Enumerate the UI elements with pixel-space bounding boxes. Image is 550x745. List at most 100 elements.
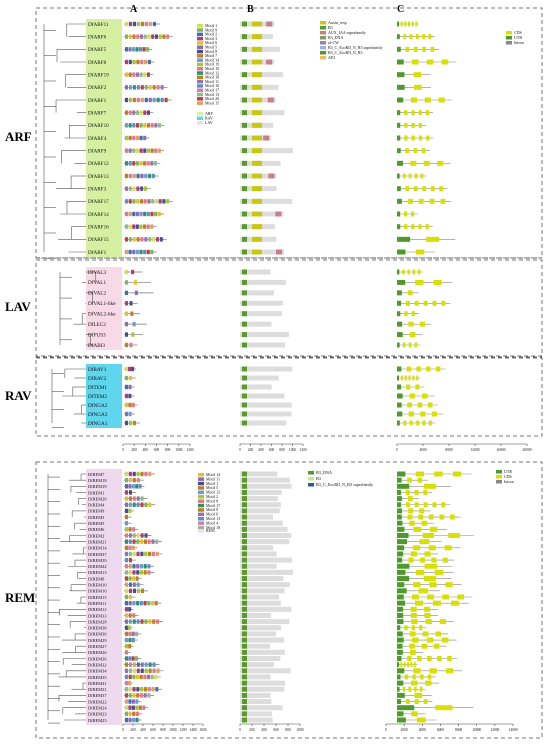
- motif-block: [128, 366, 132, 372]
- motif-legend-top-entry: Motif 18: [205, 75, 219, 80]
- family-highlight-rav: [86, 364, 122, 428]
- motif-block: [128, 545, 132, 550]
- exon-block: [397, 545, 405, 551]
- exon-block: [413, 662, 416, 668]
- domain-bar: [240, 366, 293, 372]
- motif-block: [128, 668, 132, 673]
- exon-block: [439, 514, 445, 520]
- motif-legend-top-swatch: [197, 92, 203, 97]
- exon-block: [441, 59, 449, 65]
- motif-block: [128, 711, 132, 717]
- domain-bar: [240, 402, 292, 408]
- gene-label: DfREM22: [88, 699, 107, 704]
- exon-block: [397, 236, 411, 242]
- motif-legend-top-entry: Motif 3: [205, 36, 217, 41]
- exon-block: [397, 97, 404, 103]
- motif-block: [136, 123, 140, 128]
- motif-block: [125, 123, 128, 128]
- exon-block: [428, 420, 432, 426]
- axis-a-top-tick-label: 800: [165, 448, 171, 452]
- exon-block: [412, 674, 416, 680]
- motif-block: [125, 301, 128, 306]
- exon-block: [397, 483, 410, 489]
- motif-block: [154, 674, 158, 680]
- gene-label: DfREM13: [88, 570, 107, 575]
- motif-block: [125, 199, 128, 204]
- motif-legend-rem-entry: Motif 6: [206, 512, 218, 517]
- motif-block: [128, 502, 132, 507]
- family-legend-top-swatch: [197, 116, 203, 120]
- b3-domain: [242, 84, 247, 90]
- axis-b-top-tick-label: 400: [258, 448, 264, 452]
- axis-c-top-tick-label: 20000: [523, 448, 532, 452]
- domain-bar: [240, 551, 277, 557]
- auxin-domain: [252, 173, 262, 179]
- motif-block: [132, 47, 136, 52]
- exon-block: [400, 375, 403, 381]
- motif-block: [128, 687, 132, 692]
- exon-block: [411, 110, 415, 116]
- family-legend-top-entry: ARF: [205, 111, 214, 116]
- motif-legend-rem-entry: Motif 8: [206, 498, 218, 503]
- motif-block: [135, 224, 139, 229]
- domain-bar: [240, 557, 293, 563]
- motif-block: [132, 576, 136, 581]
- exon-block: [422, 533, 435, 538]
- b3-domain: [242, 545, 247, 551]
- structure-legend-rem-entry: Intron: [504, 479, 514, 484]
- motif-block: [125, 582, 128, 587]
- b3-domain: [242, 290, 247, 296]
- motif-legend-rem-swatch: [198, 517, 204, 521]
- domain-bar: [240, 637, 285, 643]
- motif-block: [128, 47, 132, 52]
- auxin-domain: [252, 110, 262, 116]
- axis-b-top-tick-label: 0: [239, 448, 241, 452]
- exon-block: [422, 631, 429, 637]
- phylo-tree-arf: [43, 23, 86, 259]
- gene-label: DfVAL1-like: [88, 300, 116, 307]
- domain-bar: [240, 699, 272, 705]
- gene-label: DfREM4: [88, 503, 105, 508]
- motif-block: [125, 545, 128, 550]
- domain-bar: [240, 662, 275, 668]
- family-label-arf: ARF: [5, 129, 32, 144]
- gene-label: DfARF8: [88, 59, 107, 66]
- b3-domain: [242, 173, 247, 179]
- motif-block: [154, 600, 158, 606]
- motif-block: [147, 123, 151, 128]
- exon-block: [405, 502, 410, 508]
- axis-a-rem-tick-label: 200: [130, 728, 136, 732]
- gene-label: DfVAL3: [88, 269, 106, 276]
- domain-bar: [240, 110, 285, 116]
- exon-block: [421, 643, 428, 649]
- motif-block: [125, 97, 128, 103]
- exon-block: [409, 649, 416, 655]
- motif-block: [150, 148, 154, 153]
- domain-bar: [240, 477, 290, 483]
- exon-block: [411, 711, 418, 717]
- motif-block: [135, 484, 139, 489]
- b3-domain: [242, 582, 247, 588]
- exon-block: [444, 545, 452, 551]
- axis-a-rem-tick-label: 400: [140, 728, 146, 732]
- motif-block: [144, 533, 148, 538]
- motif-block: [139, 34, 143, 39]
- structure-legend-top-swatch: [506, 41, 512, 45]
- exon-block: [435, 631, 442, 637]
- exon-block: [408, 411, 414, 417]
- motif-block: [136, 551, 140, 557]
- axis-c-rem-tick-label: 8000: [455, 728, 462, 732]
- motif-block: [129, 342, 133, 348]
- motif-block: [152, 662, 156, 667]
- auxin-domain: [252, 135, 262, 141]
- exon-block: [412, 594, 419, 600]
- b3-domain: [242, 279, 247, 285]
- motif-block: [152, 237, 156, 242]
- domain-bar: [240, 342, 285, 348]
- gene-label: DfREM33: [88, 613, 107, 618]
- exon-block: [404, 224, 408, 230]
- domain-bar: [240, 680, 286, 686]
- axis-a-top-tick-label: 600: [154, 448, 160, 452]
- family-legend-top-swatch: [197, 112, 203, 116]
- gene-label: DfREM1: [88, 490, 104, 495]
